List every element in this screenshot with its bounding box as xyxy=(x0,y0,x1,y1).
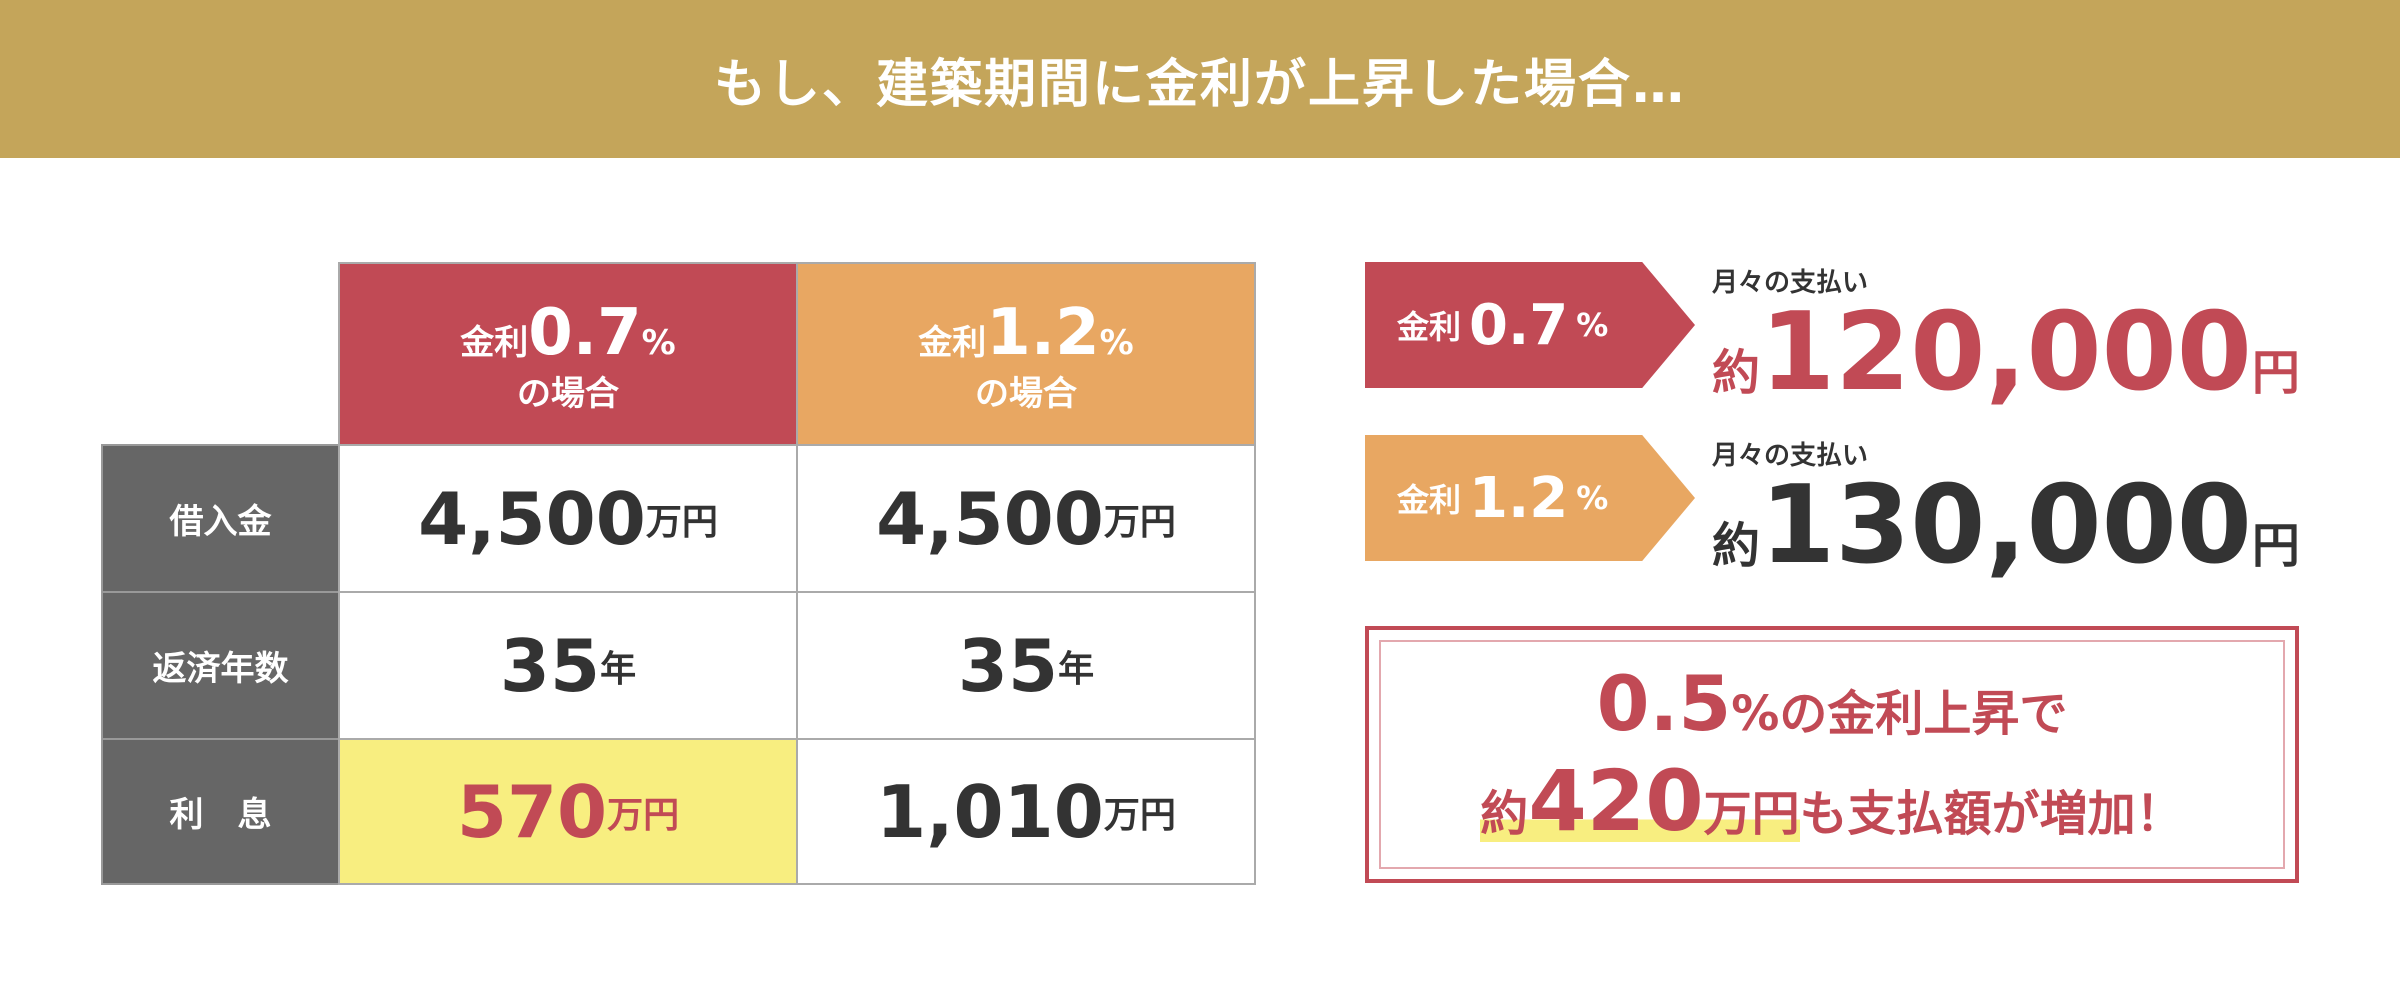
interest-value-1.2: 1,010 万円 xyxy=(796,738,1256,885)
rate: 1.2 xyxy=(986,295,1100,370)
loan-value-1.2: 4,500 万円 xyxy=(796,444,1256,593)
unit: 万円 xyxy=(645,501,718,543)
interest-value-0.7: 570 万円 xyxy=(338,738,798,885)
text: も支払額が増加！ xyxy=(1799,786,2184,842)
unit: % xyxy=(1099,322,1134,363)
unit: 万円 xyxy=(1103,794,1176,836)
rate-arrow-1.2: 金利 1.2% xyxy=(1365,435,1695,561)
approx: 約 xyxy=(1712,518,1761,574)
row-label-interest: 利 息 xyxy=(101,738,340,885)
unit: % xyxy=(1576,306,1609,344)
unit: % xyxy=(1576,479,1609,517)
currency: 円 xyxy=(2251,345,2300,401)
prefix: 金利 xyxy=(918,322,987,363)
caption: 月々の支払い xyxy=(1712,441,1869,471)
approx: 約 xyxy=(1480,786,1529,842)
page-title: もし、建築期間に金利が上昇した場合… xyxy=(713,54,1686,115)
suffix: の場合 xyxy=(517,373,619,414)
years-value-1.2: 35 年 xyxy=(796,591,1256,740)
rate: 0.7 xyxy=(1469,292,1569,358)
monthly-payment-1.2: 月々の支払い 約130,000円 xyxy=(1712,435,2300,580)
header-banner: もし、建築期間に金利が上昇した場合… xyxy=(0,0,2400,158)
rate-arrow-0.7: 金利 0.7% xyxy=(1365,262,1695,388)
num: 4,500 xyxy=(418,476,646,561)
summary-box: 0.5%の金利上昇で 約420万円も支払額が増加！ xyxy=(1365,626,2299,883)
unit: 万円 xyxy=(607,794,680,836)
prefix: 金利 xyxy=(1397,481,1462,519)
num: 35 xyxy=(499,623,601,708)
rate-increase: 0.5 xyxy=(1596,659,1732,748)
unit: 年 xyxy=(1058,648,1095,690)
amount: 120,000 xyxy=(1760,290,2252,415)
suffix: の場合 xyxy=(975,373,1077,414)
prefix: 金利 xyxy=(1397,308,1462,346)
column-header-1.2: 金利1.2% の場合 xyxy=(796,262,1256,446)
num: 570 xyxy=(456,769,608,854)
num: 1,010 xyxy=(876,769,1104,854)
column-header-0.7: 金利0.7% の場合 xyxy=(338,262,798,446)
summary-line-2: 約420万円も支払額が増加！ xyxy=(1480,752,2184,850)
caption: 月々の支払い xyxy=(1712,268,1869,298)
text: %の金利上昇で xyxy=(1731,686,2068,742)
unit: 年 xyxy=(600,648,637,690)
num: 35 xyxy=(957,623,1059,708)
prefix: 金利 xyxy=(460,322,529,363)
unit: % xyxy=(641,322,676,363)
amount: 130,000 xyxy=(1760,463,2252,588)
row-label-years: 返済年数 xyxy=(101,591,340,740)
loan-value-0.7: 4,500 万円 xyxy=(338,444,798,593)
summary-line-1: 0.5%の金利上昇で xyxy=(1597,659,2068,748)
monthly-payment-0.7: 月々の支払い 約120,000円 xyxy=(1712,262,2300,407)
rate: 1.2 xyxy=(1469,465,1569,531)
approx: 約 xyxy=(1712,345,1761,401)
row-label-loan: 借入金 xyxy=(101,444,340,593)
years-value-0.7: 35 年 xyxy=(338,591,798,740)
highlighted-amount: 約420万円 xyxy=(1480,752,1800,850)
increase-amount: 420 xyxy=(1528,752,1704,850)
num: 4,500 xyxy=(876,476,1104,561)
unit: 万円 xyxy=(1103,501,1176,543)
rate: 0.7 xyxy=(528,295,642,370)
unit: 万円 xyxy=(1703,786,1800,842)
currency: 円 xyxy=(2251,518,2300,574)
